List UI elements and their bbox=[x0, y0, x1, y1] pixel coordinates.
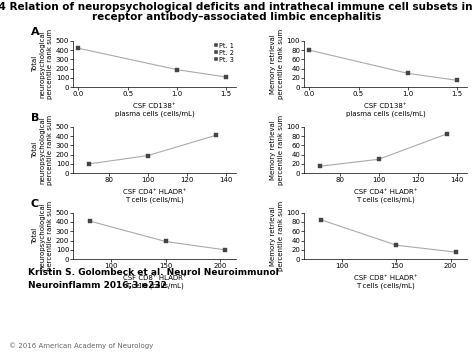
Y-axis label: Memory retrieval
percentile rank sum: Memory retrieval percentile rank sum bbox=[270, 201, 284, 271]
X-axis label: CSF CD4⁺ HLADR⁺
T cells (cells/mL): CSF CD4⁺ HLADR⁺ T cells (cells/mL) bbox=[354, 189, 417, 203]
Text: © 2016 American Academy of Neurology: © 2016 American Academy of Neurology bbox=[9, 342, 154, 349]
X-axis label: CSF CD138⁺
plasma cells (cells/mL): CSF CD138⁺ plasma cells (cells/mL) bbox=[115, 103, 195, 117]
Legend: Pt. 1, Pt. 2, Pt. 3: Pt. 1, Pt. 2, Pt. 3 bbox=[214, 42, 235, 64]
Y-axis label: Memory retrieval
percentile rank sum: Memory retrieval percentile rank sum bbox=[270, 29, 284, 99]
Y-axis label: Total
neuropsychological
percentile rank sum: Total neuropsychological percentile rank… bbox=[32, 115, 53, 185]
Text: B: B bbox=[31, 113, 39, 123]
X-axis label: CSF CD8⁺ HLADR⁺
T cells (cells/mL): CSF CD8⁺ HLADR⁺ T cells (cells/mL) bbox=[123, 275, 187, 289]
Text: Kristin S. Golombeck et al. Neurol Neuroimmunol
Neuroinflamm 2016;3:e232: Kristin S. Golombeck et al. Neurol Neuro… bbox=[28, 268, 279, 289]
Text: C: C bbox=[31, 199, 39, 209]
X-axis label: CSF CD4⁺ HLADR⁺
T cells (cells/mL): CSF CD4⁺ HLADR⁺ T cells (cells/mL) bbox=[123, 189, 186, 203]
Text: Figure 4 Relation of neuropsychological deficits and intrathecal immune cell sub: Figure 4 Relation of neuropsychological … bbox=[0, 2, 474, 12]
X-axis label: CSF CD8⁺ HLADR⁺
T cells (cells/mL): CSF CD8⁺ HLADR⁺ T cells (cells/mL) bbox=[354, 275, 418, 289]
Text: A: A bbox=[31, 27, 39, 37]
Y-axis label: Memory retrieval
percentile rank sum: Memory retrieval percentile rank sum bbox=[270, 115, 284, 185]
Text: receptor antibody–associated limbic encephalitis: receptor antibody–associated limbic ence… bbox=[92, 12, 382, 22]
Y-axis label: Total
neuropsychological
percentile rank sum: Total neuropsychological percentile rank… bbox=[32, 29, 53, 99]
Y-axis label: Total
neuropsychological
percentile rank sum: Total neuropsychological percentile rank… bbox=[32, 201, 53, 271]
X-axis label: CSF CD138⁺
plasma cells (cells/mL): CSF CD138⁺ plasma cells (cells/mL) bbox=[346, 103, 426, 117]
